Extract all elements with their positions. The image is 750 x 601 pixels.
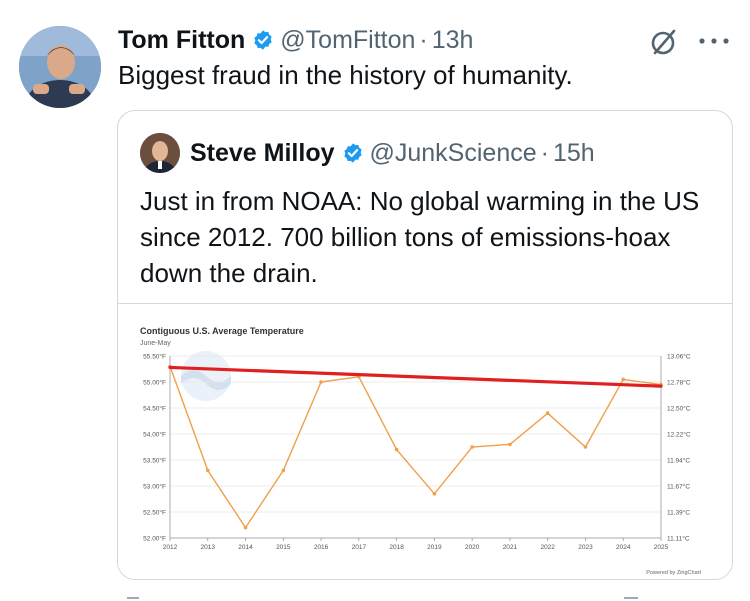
y-tick-label-right: 11.67°C	[667, 483, 690, 491]
quoted-author-name: Steve Milloy	[190, 138, 335, 167]
temperature-series	[168, 364, 663, 530]
y-tick-label-right: 12.22°C	[667, 431, 691, 439]
chart-subtitle: June-May	[140, 340, 171, 347]
more-options-icon[interactable]	[697, 31, 731, 51]
y-tick-label-left: 55.00°F	[143, 379, 166, 387]
y-tick-label-right: 13.06°C	[667, 353, 691, 361]
chart-credit: Powered by ZingChart	[646, 570, 701, 576]
author-avatar[interactable]	[19, 26, 101, 108]
data-point	[621, 377, 626, 382]
x-tick-label: 2018	[389, 544, 404, 551]
quoted-tweet[interactable]: Steve Milloy @JunkScience · 15h Just in …	[117, 110, 733, 580]
author-name[interactable]: Tom Fitton	[118, 25, 246, 54]
y-tick-label-left: 53.00°F	[143, 483, 166, 491]
y-tick-label-right: 11.39°C	[667, 509, 690, 517]
data-point	[432, 492, 437, 496]
y-tick-label-left: 54.50°F	[143, 405, 166, 413]
y-tick-label-left: 52.00°F	[143, 535, 166, 543]
data-point	[583, 445, 588, 449]
chart-title: Contiguous U.S. Average Temperature	[140, 326, 304, 336]
quoted-author-avatar	[140, 133, 180, 173]
data-point	[205, 468, 210, 473]
author-handle[interactable]: @TomFitton	[280, 25, 416, 54]
quoted-header: Steve Milloy @JunkScience · 15h	[190, 135, 595, 171]
x-tick-label: 2025	[654, 544, 669, 551]
x-tick-label: 2012	[163, 544, 178, 551]
y-tick-label-left: 54.00°F	[143, 431, 166, 439]
y-tick-label-left: 55.50°F	[143, 353, 166, 361]
tweet-header: Tom Fitton @TomFitton · 13h	[118, 22, 473, 58]
chart-image[interactable]: Contiguous U.S. Average Temperature June…	[118, 303, 732, 579]
action-bar-hint-right	[624, 597, 638, 599]
x-tick-label: 2020	[465, 544, 480, 551]
action-bar-hint-left	[127, 597, 139, 599]
x-tick-label: 2017	[352, 544, 367, 551]
y-tick-label-right: 12.50°C	[667, 405, 691, 413]
y-tick-label-left: 52.50°F	[143, 509, 166, 517]
x-tick-label: 2023	[578, 544, 593, 551]
quoted-author-handle: @JunkScience	[369, 138, 537, 167]
quoted-avatar-image	[140, 133, 180, 173]
x-tick-label: 2024	[616, 544, 631, 551]
x-tick-label: 2014	[238, 544, 253, 551]
quoted-verified-badge-icon	[343, 143, 362, 163]
x-axis: 2012 2013 2014 2015 2016 2017 2018 2019 2020 2021…	[163, 538, 669, 551]
data-point	[470, 445, 474, 449]
verified-badge-icon	[254, 30, 272, 50]
tweet-text: Biggest fraud in the history of humanity…	[118, 60, 573, 90]
y-axis-left: 55.50°F 55.00°F 54.50°F 54.00°F 53.50°F 53.00…	[143, 353, 166, 543]
series-line	[169, 366, 662, 529]
y-tick-label-right: 11.11°C	[667, 535, 690, 543]
trend-line	[168, 365, 663, 388]
red-trend-line	[168, 365, 663, 388]
y-axis-right: 13.06°C 12.78°C 12.50°C 12.22°C 11.94°C 11.67…	[667, 353, 691, 543]
y-tick-label-right: 12.78°C	[667, 379, 691, 387]
data-point	[394, 447, 399, 452]
quoted-header-separator: ·	[540, 138, 549, 167]
data-point	[508, 442, 512, 447]
x-tick-label: 2016	[314, 544, 329, 551]
y-tick-label-left: 53.50°F	[143, 457, 166, 465]
x-tick-label: 2013	[201, 544, 216, 551]
quoted-text: Just in from NOAA: No global warming in …	[140, 186, 700, 288]
temperature-chart: Contiguous U.S. Average Temperature June…	[140, 326, 701, 576]
x-tick-label: 2022	[540, 544, 555, 551]
data-point	[545, 411, 550, 415]
grok-icon[interactable]	[648, 26, 680, 58]
x-tick-label: 2021	[503, 544, 518, 551]
data-point	[281, 468, 286, 473]
tweet-timestamp[interactable]: 13h	[431, 25, 474, 54]
data-point	[243, 525, 248, 530]
avatar-image	[19, 26, 101, 108]
y-tick-label-right: 11.94°C	[667, 457, 690, 465]
noaa-watermark	[181, 351, 231, 401]
x-tick-label: 2015	[276, 544, 291, 551]
quoted-timestamp: 15h	[552, 138, 595, 167]
data-point	[319, 380, 323, 384]
x-tick-label: 2019	[427, 544, 442, 551]
header-separator: ·	[419, 25, 428, 54]
